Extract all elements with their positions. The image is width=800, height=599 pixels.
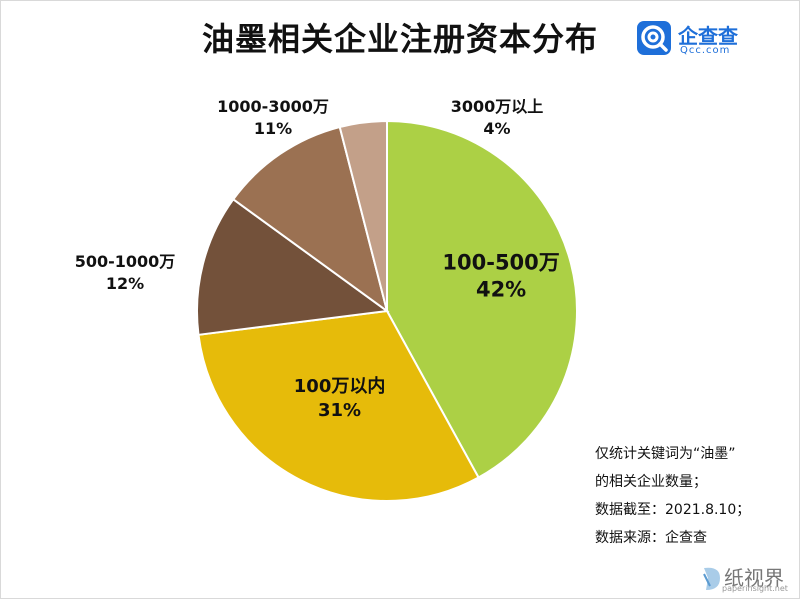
slice-percent-label: 4% bbox=[483, 119, 510, 138]
slice-percent-label: 42% bbox=[476, 278, 526, 302]
slice-category-label: 1000-3000万 bbox=[217, 97, 329, 116]
slice-category-label: 3000万以上 bbox=[451, 97, 544, 116]
page-title: 油墨相关企业注册资本分布 bbox=[201, 20, 598, 58]
footnote-line: 仅统计关键词为“油墨” bbox=[595, 446, 736, 462]
slice-category-label: 100-500万 bbox=[442, 251, 559, 275]
watermark-text: 纸视界 bbox=[724, 566, 784, 590]
brand-name: 企查查 bbox=[678, 24, 738, 48]
footnote-line: 的相关企业数量； bbox=[595, 474, 707, 490]
watermark-url: paperinsight.net bbox=[722, 584, 788, 593]
footnote: 仅统计关键词为“油墨” 的相关企业数量； 数据截至：2021.8.10； 数据来… bbox=[595, 440, 795, 552]
pie-slice bbox=[338, 119, 388, 312]
paperinsight-logo-icon bbox=[703, 567, 720, 590]
qcc-brand: 企查查 Qcc.com bbox=[636, 20, 746, 60]
qcc-logo-icon bbox=[637, 21, 671, 55]
pie-slice bbox=[231, 125, 389, 314]
slice-percent-label: 31% bbox=[318, 400, 361, 421]
pie-slice bbox=[197, 309, 480, 502]
slice-category-label: 500-1000万 bbox=[75, 252, 176, 271]
pie-slice bbox=[386, 119, 578, 479]
slice-percent-label: 12% bbox=[106, 274, 144, 293]
footnote-line: 数据截至：2021.8.10； bbox=[595, 502, 751, 518]
footnote-line: 数据来源：企查查 bbox=[595, 530, 707, 546]
slice-percent-label: 11% bbox=[254, 119, 292, 138]
brand-url: Qcc.com bbox=[680, 45, 731, 56]
watermark: 纸视界 paperinsight.net bbox=[700, 560, 796, 596]
pie-slice bbox=[196, 197, 390, 336]
slice-category-label: 100万以内 bbox=[294, 375, 386, 397]
